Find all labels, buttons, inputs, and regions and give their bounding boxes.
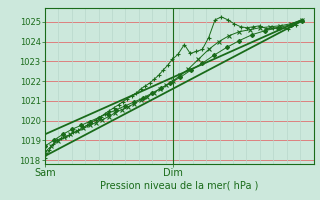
X-axis label: Pression niveau de la mer( hPa ): Pression niveau de la mer( hPa ) (100, 181, 258, 191)
